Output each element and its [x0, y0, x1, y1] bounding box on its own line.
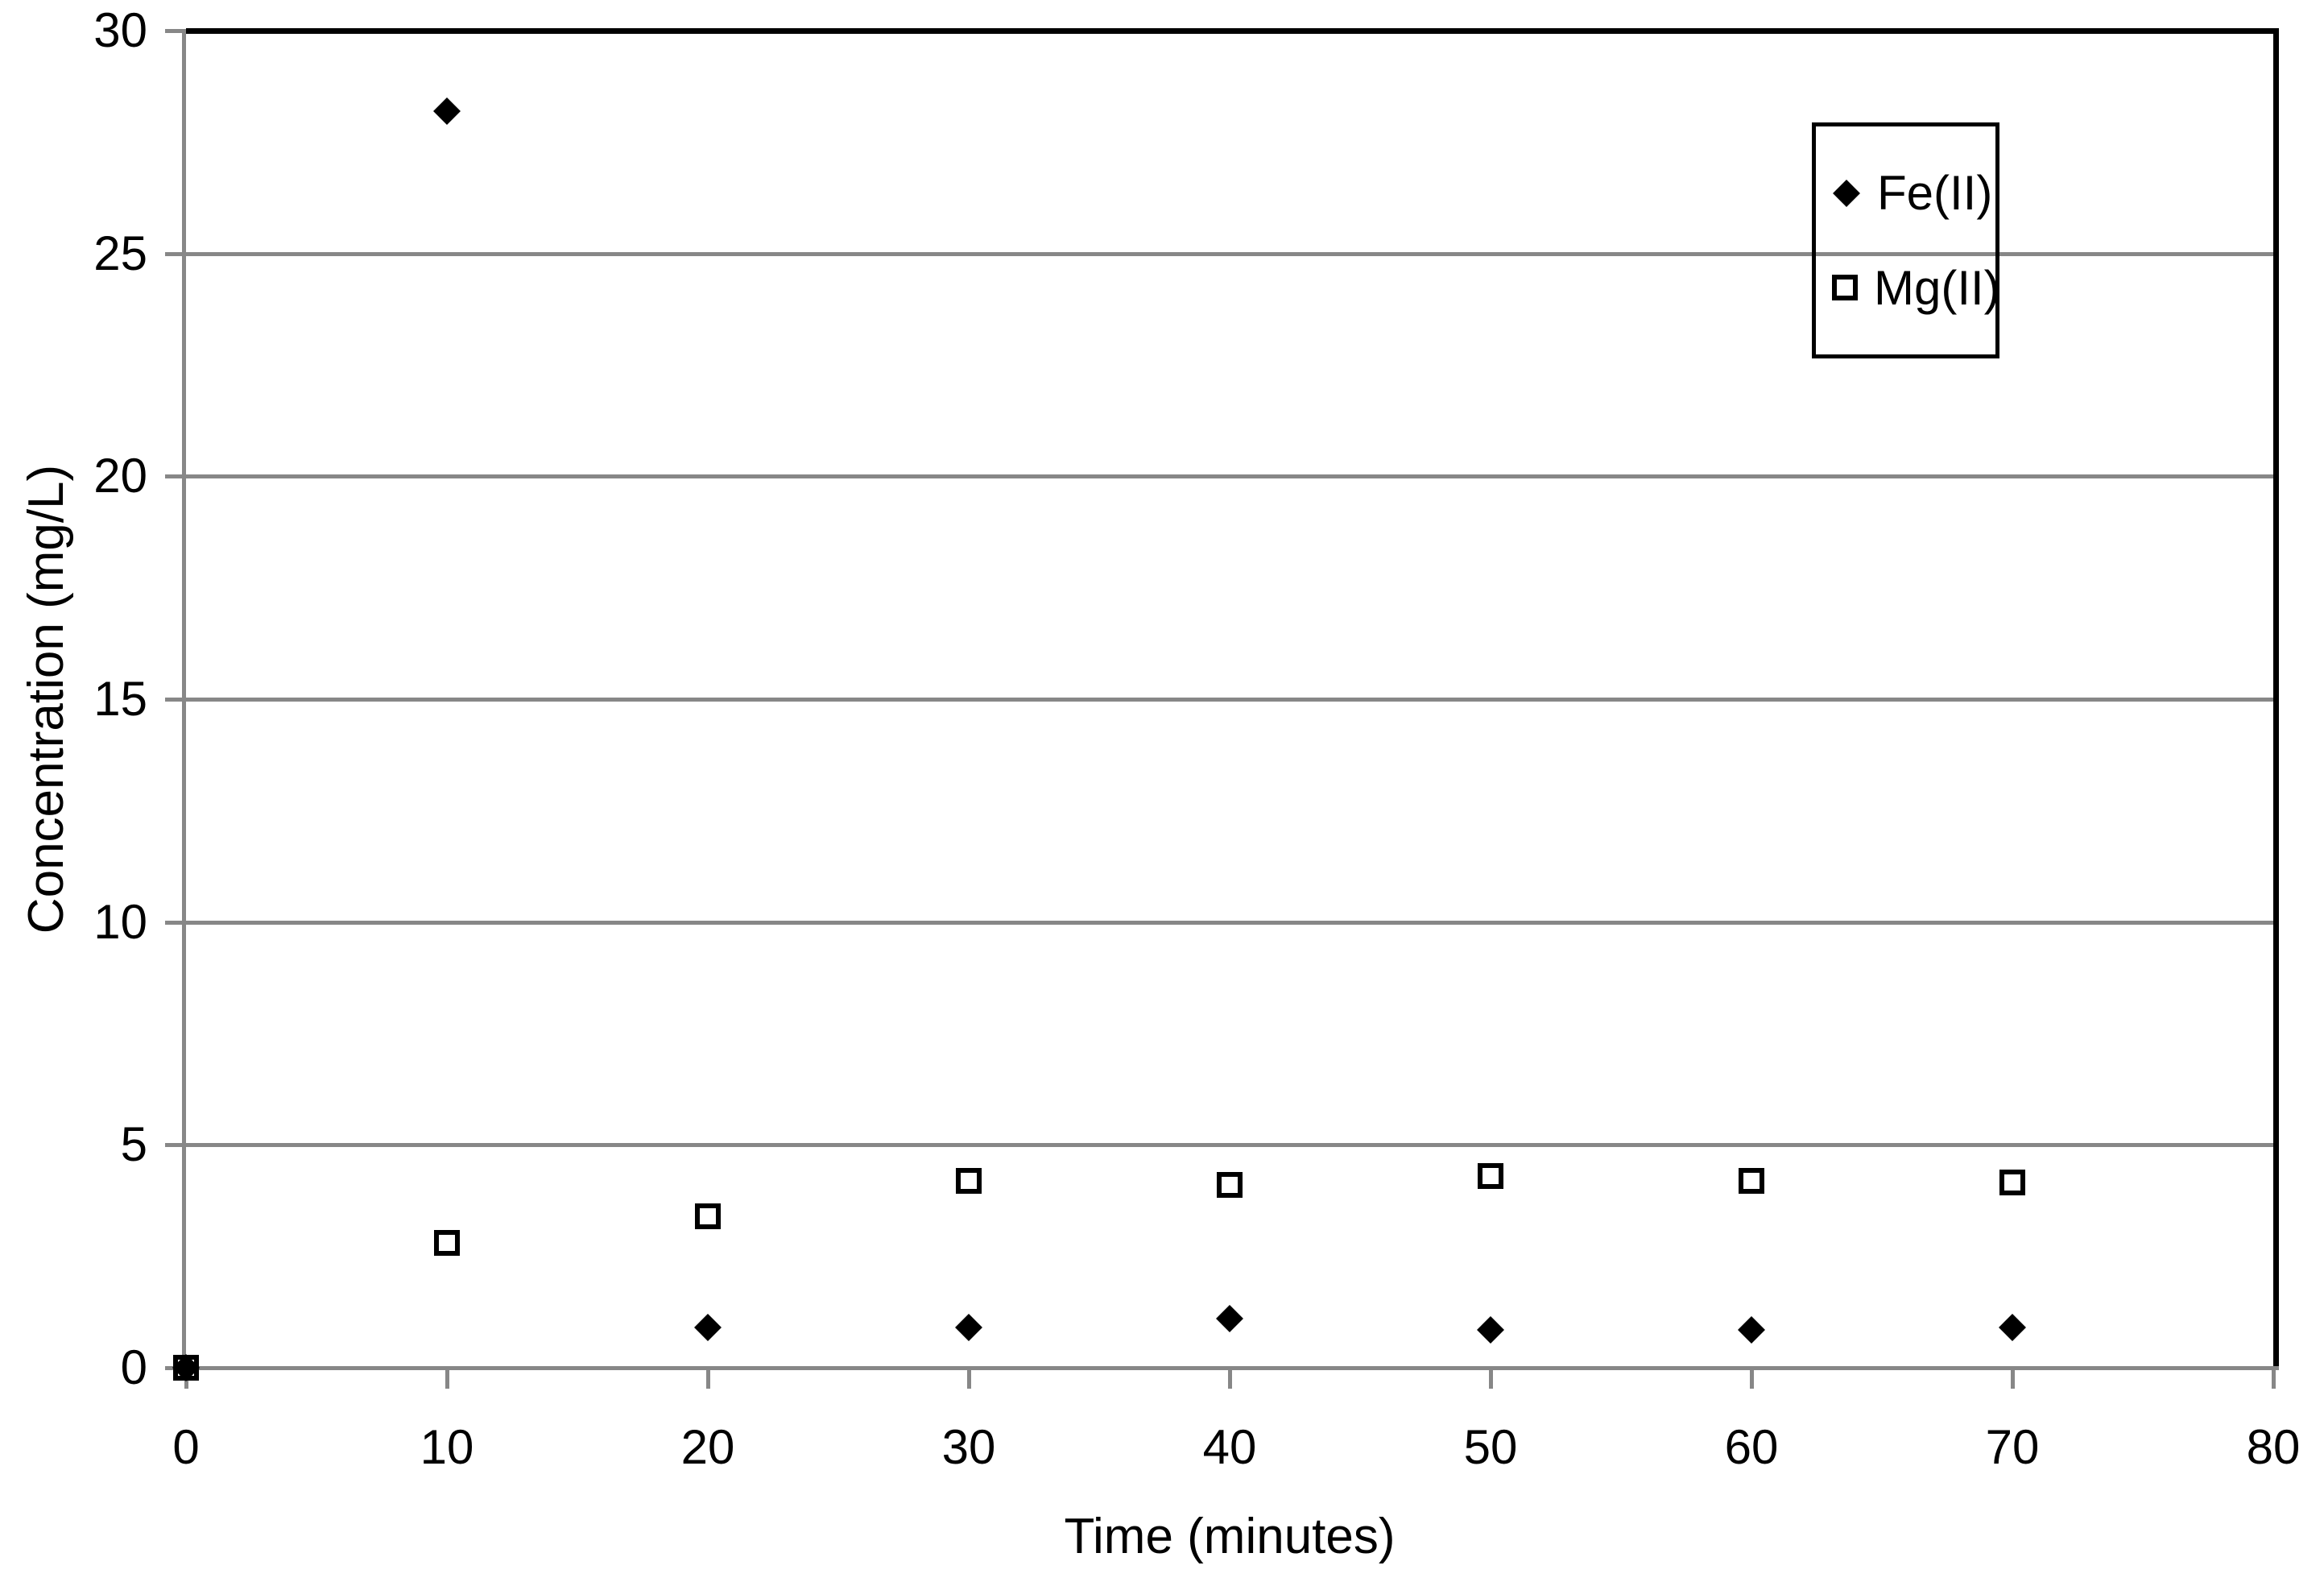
y-tick: [165, 1143, 186, 1147]
marker-fe-ii: [955, 1314, 982, 1341]
y-tick: [165, 698, 186, 702]
x-tick-label: 60: [1724, 1420, 1779, 1474]
marker-mg-ii: [956, 1168, 982, 1194]
y-tick-label: 15: [93, 672, 147, 726]
y-tick-label: 0: [120, 1340, 147, 1394]
open-square-icon: [1832, 275, 1858, 301]
legend-label: Fe(II): [1877, 166, 1993, 221]
legend-item: Mg(II): [1832, 260, 2000, 316]
y-tick: [165, 29, 186, 33]
x-tick: [2272, 1369, 2276, 1389]
x-tick-label: 70: [1985, 1420, 2040, 1474]
y-tick-label: 30: [93, 3, 147, 57]
marker-mg-ii: [434, 1230, 460, 1256]
x-tick: [2011, 1369, 2015, 1389]
x-tick: [1489, 1369, 1493, 1389]
y-tick-label: 10: [93, 895, 147, 949]
plot-border-top: [186, 28, 2279, 34]
marker-fe-ii: [1216, 1305, 1243, 1332]
marker-mg-ii: [695, 1203, 721, 1229]
x-tick: [706, 1369, 710, 1389]
gridline: [186, 474, 2273, 478]
x-axis-title: Time (minutes): [1064, 1509, 1396, 1564]
marker-mg-ii: [1999, 1170, 2025, 1195]
y-axis-title: Concentration (mg/L): [19, 464, 74, 934]
x-tick-label: 20: [680, 1420, 735, 1474]
x-tick-label: 50: [1463, 1420, 1518, 1474]
x-tick: [967, 1369, 971, 1389]
x-axis-line: [182, 1366, 2279, 1370]
gridline: [186, 1143, 2273, 1147]
marker-fe-ii: [1477, 1316, 1504, 1344]
filled-diamond-icon: [1833, 179, 1860, 207]
y-tick-label: 20: [93, 449, 147, 503]
marker-mg-ii: [173, 1355, 199, 1381]
y-tick: [165, 474, 186, 478]
marker-mg-ii: [1478, 1163, 1503, 1189]
plot-border-right: [2273, 28, 2279, 1368]
legend: Fe(II) Mg(II): [1812, 122, 2000, 358]
marker-mg-ii: [1217, 1172, 1243, 1198]
x-tick: [1228, 1369, 1232, 1389]
x-tick-label: 40: [1202, 1420, 1257, 1474]
legend-item: Fe(II): [1832, 165, 1995, 221]
gridline: [186, 921, 2273, 925]
y-tick-label: 5: [120, 1117, 147, 1171]
marker-fe-ii: [1999, 1314, 2026, 1341]
marker-mg-ii: [1739, 1168, 1764, 1194]
x-tick-label: 30: [941, 1420, 996, 1474]
y-tick: [165, 252, 186, 256]
x-tick: [1750, 1369, 1754, 1389]
x-tick-label: 80: [2246, 1420, 2301, 1474]
x-tick: [445, 1369, 449, 1389]
y-tick: [165, 921, 186, 925]
marker-fe-ii: [1738, 1316, 1765, 1344]
legend-label: Mg(II): [1874, 260, 2000, 315]
y-tick-label: 25: [93, 226, 147, 280]
gridline: [186, 698, 2273, 702]
marker-fe-ii: [694, 1314, 722, 1341]
gridline: [186, 252, 2273, 256]
marker-fe-ii: [433, 97, 461, 125]
x-tick-label: 10: [420, 1420, 474, 1474]
x-tick-label: 0: [172, 1420, 200, 1474]
